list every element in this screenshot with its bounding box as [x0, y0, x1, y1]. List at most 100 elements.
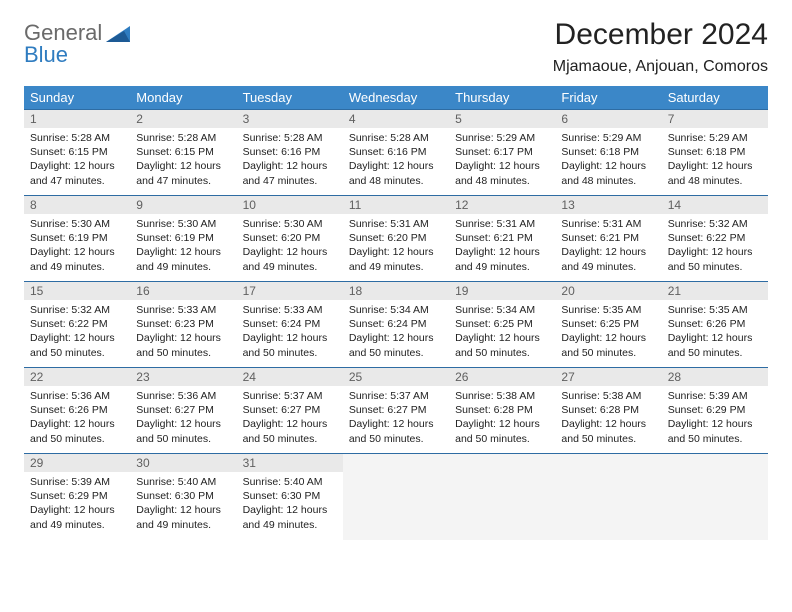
calendar-cell: 9Sunrise: 5:30 AMSunset: 6:19 PMDaylight…	[130, 196, 236, 282]
title-block: December 2024 Mjamaoue, Anjouan, Comoros	[553, 18, 768, 76]
day-body: Sunrise: 5:34 AMSunset: 6:25 PMDaylight:…	[449, 300, 555, 362]
daylight-line: Daylight: 12 hours and 50 minutes.	[668, 417, 762, 445]
sunrise-line: Sunrise: 5:29 AM	[668, 131, 762, 145]
daylight-line: Daylight: 12 hours and 47 minutes.	[30, 159, 124, 187]
sunset-line: Sunset: 6:22 PM	[668, 231, 762, 245]
daylight-line: Daylight: 12 hours and 50 minutes.	[455, 417, 549, 445]
sunset-line: Sunset: 6:24 PM	[349, 317, 443, 331]
daylight-line: Daylight: 12 hours and 50 minutes.	[668, 245, 762, 273]
calendar-week: 1Sunrise: 5:28 AMSunset: 6:15 PMDaylight…	[24, 110, 768, 196]
day-number: 22	[24, 368, 130, 386]
calendar-cell: 19Sunrise: 5:34 AMSunset: 6:25 PMDayligh…	[449, 282, 555, 368]
calendar-cell: 18 Sunrise: 5:34 AMSunset: 6:24 PMDayligh…	[343, 282, 449, 368]
daylight-line: Daylight: 12 hours and 50 minutes.	[243, 417, 337, 445]
day-number: 24	[237, 368, 343, 386]
logo-triangle-icon	[106, 24, 132, 44]
daylight-line: Daylight: 12 hours and 50 minutes.	[455, 331, 549, 359]
sunrise-line: Sunrise: 5:30 AM	[243, 217, 337, 231]
day-number: 19	[449, 282, 555, 300]
calendar-cell: 2Sunrise: 5:28 AMSunset: 6:15 PMDaylight…	[130, 110, 236, 196]
calendar-cell: 31Sunrise: 5:40 AMSunset: 6:30 PMDayligh…	[237, 454, 343, 540]
sunrise-line: Sunrise: 5:28 AM	[136, 131, 230, 145]
daylight-line: Daylight: 12 hours and 49 minutes.	[30, 503, 124, 531]
sunrise-line: Sunrise: 5:38 AM	[455, 389, 549, 403]
day-body: Sunrise: 5:28 AMSunset: 6:15 PMDaylight:…	[130, 128, 236, 190]
daylight-line: Daylight: 12 hours and 50 minutes.	[349, 331, 443, 359]
calendar-cell: 12Sunrise: 5:31 AMSunset: 6:21 PMDayligh…	[449, 196, 555, 282]
month-title: December 2024	[553, 18, 768, 52]
sunset-line: Sunset: 6:28 PM	[561, 403, 655, 417]
day-number: 26	[449, 368, 555, 386]
sunset-line: Sunset: 6:30 PM	[136, 489, 230, 503]
calendar-cell: 3Sunrise: 5:28 AMSunset: 6:16 PMDaylight…	[237, 110, 343, 196]
day-number: 2	[130, 110, 236, 128]
day-body: Sunrise: 5:28 AMSunset: 6:15 PMDaylight:…	[24, 128, 130, 190]
sunrise-line: Sunrise: 5:33 AM	[243, 303, 337, 317]
sunrise-line: Sunrise: 5:32 AM	[668, 217, 762, 231]
day-body: Sunrise: 5:38 AMSunset: 6:28 PMDaylight:…	[555, 386, 661, 448]
daylight-line: Daylight: 12 hours and 49 minutes.	[136, 503, 230, 531]
sunrise-line: Sunrise: 5:36 AM	[136, 389, 230, 403]
calendar-week: 8Sunrise: 5:30 AMSunset: 6:19 PMDaylight…	[24, 196, 768, 282]
sunset-line: Sunset: 6:29 PM	[30, 489, 124, 503]
sunrise-line: Sunrise: 5:28 AM	[243, 131, 337, 145]
day-number: 13	[555, 196, 661, 214]
daylight-line: Daylight: 12 hours and 49 minutes.	[243, 245, 337, 273]
calendar-cell: 25Sunrise: 5:37 AMSunset: 6:27 PMDayligh…	[343, 368, 449, 454]
sunrise-line: Sunrise: 5:29 AM	[455, 131, 549, 145]
day-body: Sunrise: 5:28 AMSunset: 6:16 PMDaylight:…	[237, 128, 343, 190]
daylight-line: Daylight: 12 hours and 49 minutes.	[349, 245, 443, 273]
day-number: 4	[343, 110, 449, 128]
calendar-body: 1Sunrise: 5:28 AMSunset: 6:15 PMDaylight…	[24, 110, 768, 540]
day-number: 27	[555, 368, 661, 386]
sunrise-line: Sunrise: 5:39 AM	[668, 389, 762, 403]
day-header-row: Sunday Monday Tuesday Wednesday Thursday…	[24, 86, 768, 110]
sunset-line: Sunset: 6:20 PM	[349, 231, 443, 245]
dayhead-thu: Thursday	[449, 86, 555, 110]
sunset-line: Sunset: 6:26 PM	[668, 317, 762, 331]
sunset-line: Sunset: 6:19 PM	[30, 231, 124, 245]
day-body: Sunrise: 5:31 AMSunset: 6:21 PMDaylight:…	[555, 214, 661, 276]
calendar-cell: 23Sunrise: 5:36 AMSunset: 6:27 PMDayligh…	[130, 368, 236, 454]
calendar-cell: 28Sunrise: 5:39 AMSunset: 6:29 PMDayligh…	[662, 368, 768, 454]
sunset-line: Sunset: 6:21 PM	[561, 231, 655, 245]
sunrise-line: Sunrise: 5:28 AM	[30, 131, 124, 145]
sunset-line: Sunset: 6:24 PM	[243, 317, 337, 331]
day-number: 15	[24, 282, 130, 300]
calendar-cell: 16Sunrise: 5:33 AMSunset: 6:23 PMDayligh…	[130, 282, 236, 368]
daylight-line: Daylight: 12 hours and 49 minutes.	[30, 245, 124, 273]
calendar-cell: 11Sunrise: 5:31 AMSunset: 6:20 PMDayligh…	[343, 196, 449, 282]
sunset-line: Sunset: 6:19 PM	[136, 231, 230, 245]
day-number: 14	[662, 196, 768, 214]
day-body: Sunrise: 5:36 AMSunset: 6:26 PMDaylight:…	[24, 386, 130, 448]
daylight-line: Daylight: 12 hours and 48 minutes.	[349, 159, 443, 187]
day-body: Sunrise: 5:31 AMSunset: 6:20 PMDaylight:…	[343, 214, 449, 276]
day-number: 18	[343, 282, 449, 300]
sunset-line: Sunset: 6:28 PM	[455, 403, 549, 417]
daylight-line: Daylight: 12 hours and 49 minutes.	[243, 503, 337, 531]
sunset-line: Sunset: 6:27 PM	[243, 403, 337, 417]
sunrise-line: Sunrise: 5:29 AM	[561, 131, 655, 145]
day-number: 6	[555, 110, 661, 128]
sunrise-line: Sunrise: 5:37 AM	[243, 389, 337, 403]
daylight-line: Daylight: 12 hours and 49 minutes.	[561, 245, 655, 273]
sunset-line: Sunset: 6:20 PM	[243, 231, 337, 245]
daylight-line: Daylight: 12 hours and 50 minutes.	[243, 331, 337, 359]
sunrise-line: Sunrise: 5:34 AM	[349, 303, 443, 317]
day-body: Sunrise: 5:29 AMSunset: 6:17 PMDaylight:…	[449, 128, 555, 190]
sunset-line: Sunset: 6:23 PM	[136, 317, 230, 331]
calendar-cell: 4Sunrise: 5:28 AMSunset: 6:16 PMDaylight…	[343, 110, 449, 196]
daylight-line: Daylight: 12 hours and 50 minutes.	[668, 331, 762, 359]
day-number: 28	[662, 368, 768, 386]
calendar-cell: 14 Sunrise: 5:32 AMSunset: 6:22 PMDayligh…	[662, 196, 768, 282]
daylight-line: Daylight: 12 hours and 50 minutes.	[561, 331, 655, 359]
daylight-line: Daylight: 12 hours and 48 minutes.	[455, 159, 549, 187]
day-number: 5	[449, 110, 555, 128]
dayhead-sun: Sunday	[24, 86, 130, 110]
day-body: Sunrise: 5:33 AMSunset: 6:24 PMDaylight:…	[237, 300, 343, 362]
day-body: Sunrise: 5:39 AMSunset: 6:29 PMDaylight:…	[662, 386, 768, 448]
calendar-cell: 6Sunrise: 5:29 AMSunset: 6:18 PMDaylight…	[555, 110, 661, 196]
day-number: 20	[555, 282, 661, 300]
sunrise-line: Sunrise: 5:28 AM	[349, 131, 443, 145]
calendar-cell: 8Sunrise: 5:30 AMSunset: 6:19 PMDaylight…	[24, 196, 130, 282]
